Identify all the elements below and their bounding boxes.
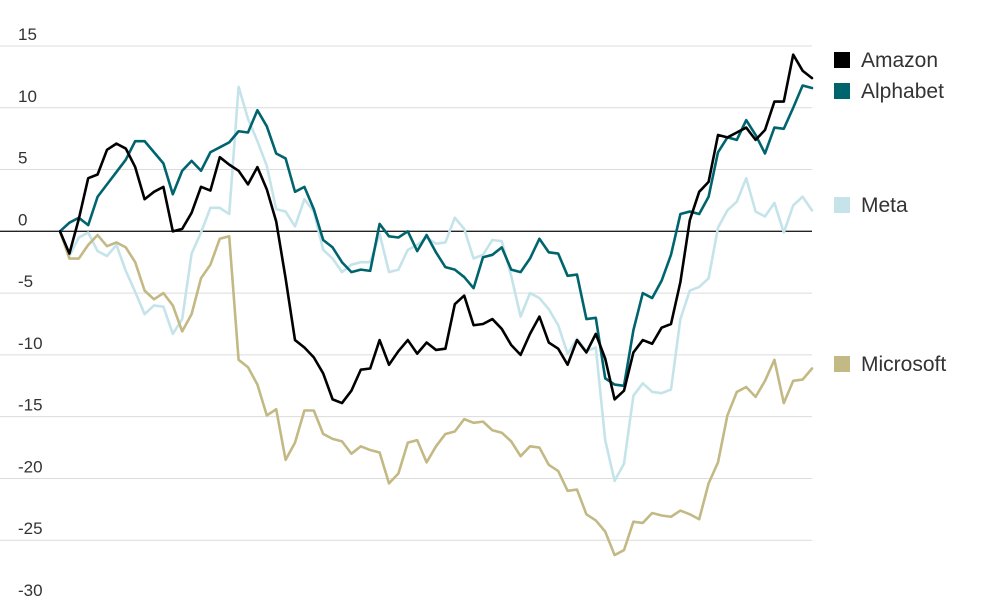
legend-swatch: [834, 197, 850, 213]
legend-label: Amazon: [861, 49, 938, 72]
y-tick-label: -20: [18, 457, 43, 476]
legend-swatch: [834, 52, 850, 68]
legend-label: Alphabet: [861, 80, 944, 103]
series-line-meta: [58, 85, 814, 483]
series-lines: [58, 53, 814, 557]
series-line-microsoft: [58, 230, 814, 557]
y-tick-label: 0: [18, 210, 27, 229]
y-tick-label: 10: [18, 87, 37, 106]
legend-label: Microsoft: [861, 353, 946, 376]
y-axis-tick-labels: 15 10 5 0 -5 -10 -15 -20 -25 -30: [18, 25, 43, 600]
y-tick-label: -15: [18, 396, 43, 415]
legend-swatch: [834, 83, 850, 99]
y-tick-label: 15: [18, 25, 37, 44]
series-line-amazon: [58, 53, 814, 405]
legend: Amazon Alphabet Meta Microsoft: [834, 49, 946, 376]
y-tick-label: -5: [18, 272, 33, 291]
y-tick-label: 5: [18, 149, 27, 168]
legend-item-amazon: Amazon: [834, 49, 938, 72]
legend-swatch: [834, 356, 850, 372]
legend-item-microsoft: Microsoft: [834, 353, 946, 376]
series-line-alphabet: [58, 84, 814, 388]
legend-item-meta: Meta: [834, 194, 908, 217]
y-tick-label: -30: [18, 581, 43, 600]
legend-item-alphabet: Alphabet: [834, 80, 944, 103]
y-tick-label: -10: [18, 334, 43, 353]
y-tick-label: -25: [18, 519, 43, 538]
legend-label: Meta: [861, 194, 908, 217]
